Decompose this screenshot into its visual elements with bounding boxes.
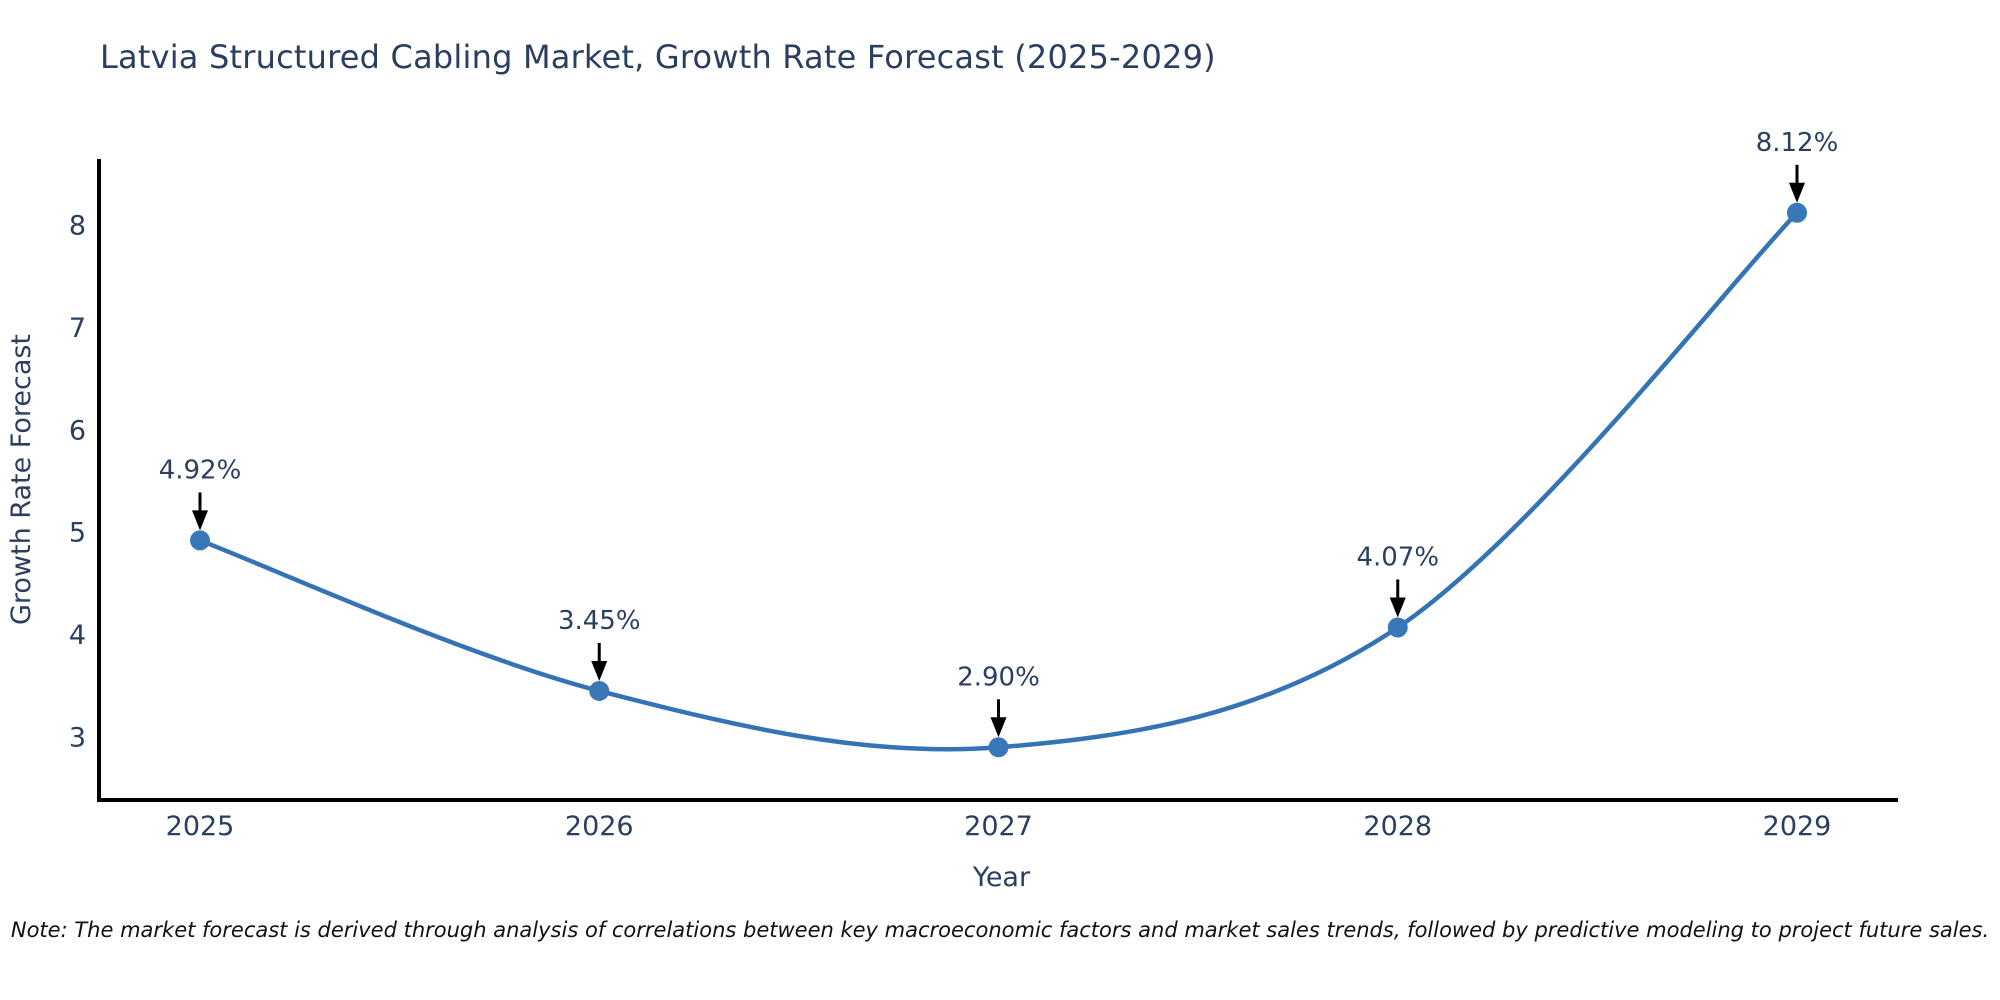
x-tick-label: 2026 bbox=[565, 811, 634, 842]
data-point-2028 bbox=[1387, 617, 1408, 638]
y-tick-label: 7 bbox=[69, 313, 86, 344]
y-axis-title: Growth Rate Forecast bbox=[6, 334, 37, 625]
forecast-line bbox=[197, 210, 1800, 752]
x-tick-label: 2028 bbox=[1363, 811, 1432, 842]
x-tick-label: 2025 bbox=[166, 811, 235, 842]
annotation-arrowhead-icon bbox=[192, 510, 208, 531]
data-point-2026 bbox=[589, 680, 610, 701]
point-value-label: 4.07% bbox=[1356, 542, 1439, 572]
point-value-label: 3.45% bbox=[558, 606, 641, 636]
annotation-arrowhead-icon bbox=[990, 717, 1007, 738]
x-tick-label: 2029 bbox=[1763, 811, 1832, 842]
data-point-2027 bbox=[988, 737, 1009, 758]
annotation-arrowhead-icon bbox=[1389, 597, 1406, 618]
y-tick-label: 3 bbox=[69, 722, 86, 753]
annotation-arrowhead-icon bbox=[591, 660, 608, 681]
chart-title: Latvia Structured Cabling Market, Growth… bbox=[100, 38, 1216, 76]
y-tick-label: 5 bbox=[69, 518, 86, 549]
chart-footnote: Note: The market forecast is derived thr… bbox=[10, 918, 1990, 942]
x-axis-title: Year bbox=[972, 862, 1031, 893]
data-point-2025 bbox=[190, 530, 210, 551]
point-value-label: 8.12% bbox=[1756, 128, 1839, 158]
y-tick-label: 6 bbox=[69, 415, 86, 446]
annotation-arrowhead-icon bbox=[1789, 182, 1805, 203]
point-value-label: 4.92% bbox=[159, 455, 242, 485]
y-tick-label: 8 bbox=[69, 210, 86, 241]
point-value-label: 2.90% bbox=[957, 662, 1040, 692]
x-tick-label: 2027 bbox=[964, 811, 1033, 842]
y-tick-label: 4 bbox=[69, 620, 86, 651]
data-point-2029 bbox=[1787, 202, 1807, 223]
